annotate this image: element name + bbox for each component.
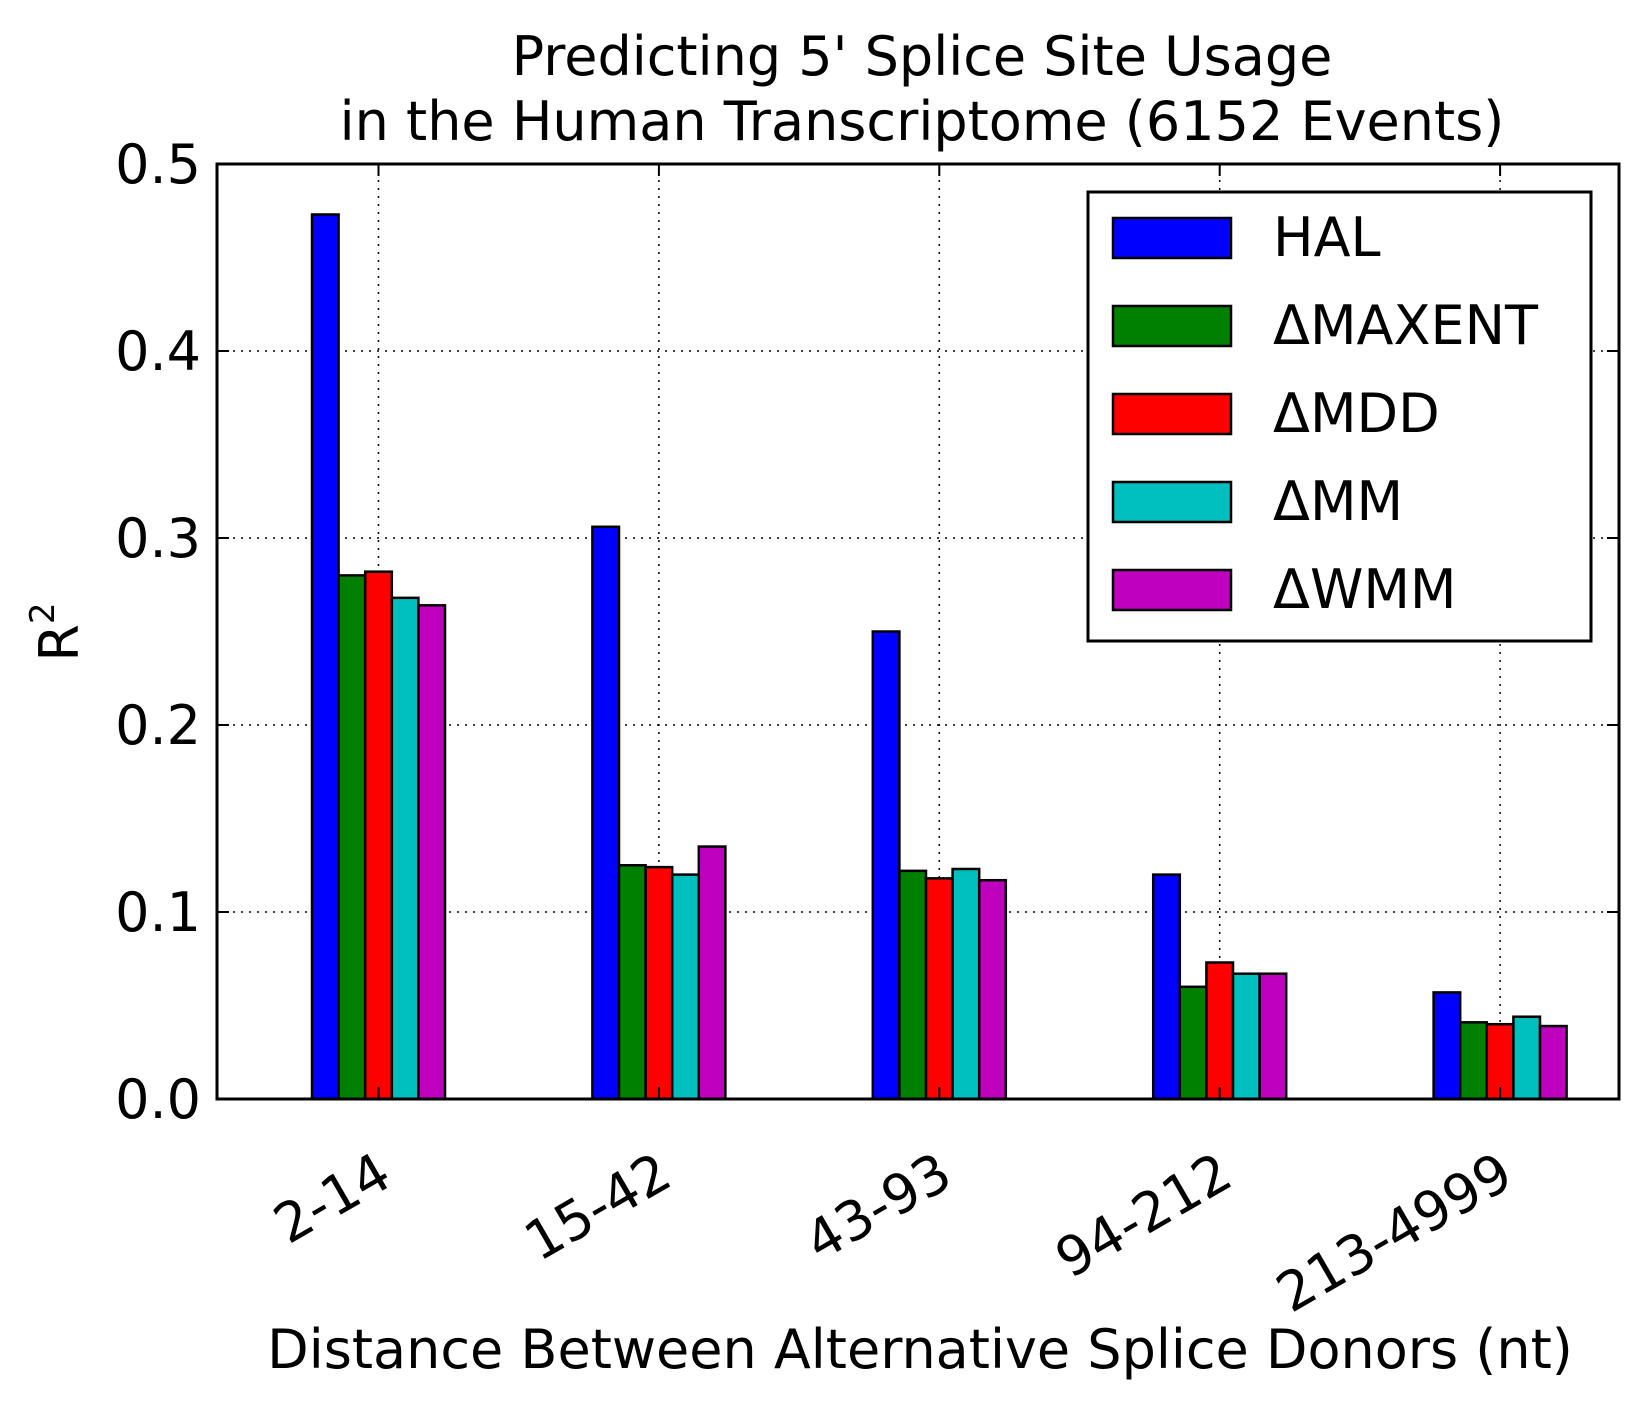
legend-swatch	[1111, 392, 1233, 436]
legend-swatch	[1111, 216, 1233, 260]
bar	[1485, 1022, 1515, 1101]
legend-label: ΔMAXENT	[1273, 294, 1539, 357]
svg-text:R2: R2	[23, 602, 91, 661]
bar	[363, 570, 394, 1101]
bar	[337, 574, 367, 1101]
y-tick-label: 0.0	[115, 1068, 201, 1131]
legend-label: ΔMM	[1273, 470, 1403, 533]
bar	[1205, 961, 1235, 1101]
legend: HAL ΔMAXENT ΔMDD ΔMM ΔWMM	[1086, 190, 1593, 643]
bar	[871, 630, 901, 1101]
bar	[591, 525, 621, 1101]
legend-label: ΔMDD	[1273, 382, 1440, 445]
bar	[1231, 972, 1261, 1101]
bar	[670, 873, 701, 1101]
bar	[697, 845, 727, 1101]
bar	[617, 864, 647, 1101]
x-axis-label: Distance Between Alternative Splice Dono…	[267, 1318, 1573, 1381]
chart-title-line1: Predicting 5' Splice Site Usage	[512, 25, 1333, 88]
bar	[1432, 991, 1462, 1101]
bar	[951, 867, 981, 1101]
axes-frame	[215, 162, 1621, 1101]
bar	[310, 213, 340, 1101]
bar	[924, 877, 954, 1101]
legend-items: HAL ΔMAXENT ΔMDD ΔMM ΔWMM	[1111, 206, 1539, 621]
y-tick-label: 0.2	[115, 694, 201, 757]
y-tick-label: 0.3	[115, 507, 201, 570]
bar	[1151, 873, 1182, 1101]
y-tick-label: 0.4	[115, 320, 201, 383]
bar	[417, 604, 447, 1101]
bar	[898, 869, 928, 1101]
bar	[1458, 1021, 1489, 1101]
y-tick-labels: 0.0 0.1 0.2 0.3 0.4 0.5	[115, 133, 201, 1131]
y-tick-label: 0.1	[115, 881, 201, 944]
y-axis-label: R2	[23, 602, 91, 661]
bar	[1178, 985, 1208, 1101]
bar	[977, 878, 1008, 1101]
bar	[390, 596, 420, 1101]
y-axis-label-base: R	[28, 624, 91, 662]
y-axis-label-superscript: 2	[23, 602, 63, 624]
bar	[644, 865, 674, 1101]
axis-ticks	[217, 163, 1619, 1100]
legend-label: ΔWMM	[1273, 558, 1457, 621]
bar	[1512, 1015, 1542, 1101]
bar	[1258, 972, 1288, 1101]
bar	[1538, 1024, 1568, 1101]
chart-title-line2: in the Human Transcriptome (6152 Events)	[340, 90, 1505, 153]
legend-swatch	[1111, 480, 1233, 524]
legend-swatch	[1111, 568, 1233, 612]
legend-label: HAL	[1273, 206, 1381, 269]
legend-swatch	[1111, 304, 1233, 348]
y-tick-label: 0.5	[115, 133, 201, 196]
